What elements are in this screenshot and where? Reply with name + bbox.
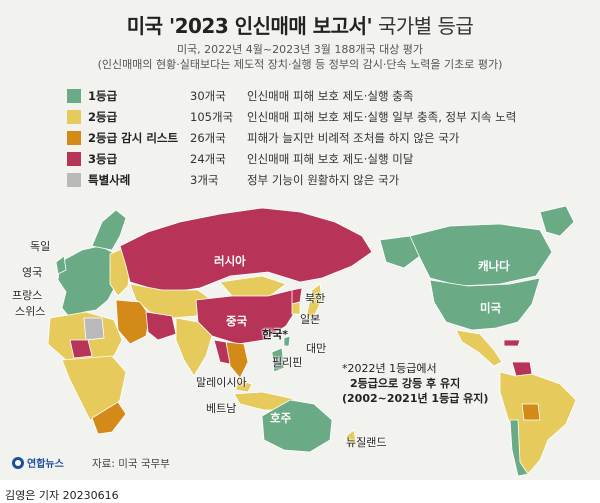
subtitle-line-2: (인신매매의 현황·실태보다는 제도적 장치·실행 등 정부의 감시·단속 노력… xyxy=(97,58,503,71)
legend-row-tier2: 2등급 105개국 인신매매 피해 보호 제도·실행 일부 충족, 정부 지속 … xyxy=(67,107,527,128)
legend-count: 30개국 xyxy=(190,89,226,103)
region-north-africa xyxy=(47,311,123,363)
label-japan: 일본 xyxy=(300,313,321,326)
region-greenland xyxy=(539,205,575,237)
legend-description: 피해가 늘지만 비례적 조처를 하지 않은 국가 xyxy=(247,131,460,145)
world-map xyxy=(47,205,577,477)
label-korea: 한국* xyxy=(262,328,288,341)
label-china: 중국 xyxy=(226,314,248,328)
legend-count: 105개국 xyxy=(190,110,234,124)
korea-footnote: *2022년 1등급에서 2등급으로 강등 후 유지 (2002~2021년 1… xyxy=(342,361,488,406)
yonhap-logo: 연합뉴스 xyxy=(12,455,64,470)
byline: 김영은 기자 20230616 xyxy=(5,489,119,502)
legend-count: 24개국 xyxy=(190,152,226,166)
label-canada: 캐나다 xyxy=(478,259,510,273)
region-bolivia xyxy=(521,403,541,421)
region-taiwan xyxy=(283,335,291,347)
legend-swatch xyxy=(67,152,81,166)
legend-row-tier2-watch: 2등급 감시 리스트 26개국 피해가 늘지만 비례적 조처를 하지 않은 국가 xyxy=(67,128,527,149)
region-canada xyxy=(409,223,553,287)
region-philippines xyxy=(271,347,285,373)
label-vietnam: 베트남 xyxy=(206,402,237,415)
label-uk: 영국 xyxy=(22,266,43,279)
footnote-line-2: 2등급으로 강등 후 유지 xyxy=(350,377,461,390)
label-russia: 러시아 xyxy=(214,254,246,268)
region-australia xyxy=(261,399,333,453)
footnote-line-1: *2022년 1등급에서 xyxy=(342,362,437,375)
yonhap-logo-icon xyxy=(12,456,24,469)
legend-description: 인신매매 피해 보호 제도·실행 일부 충족, 정부 지속 노력 xyxy=(247,110,517,124)
source-text: 자료: 미국 국무부 xyxy=(92,458,170,470)
legend-name: 1등급 xyxy=(88,89,118,103)
legend-row-special: 특별사례 3개국 정부 기능이 원활하지 않은 국가 xyxy=(67,170,527,191)
legend-name: 2등급 감시 리스트 xyxy=(88,131,179,145)
legend-count: 26개국 xyxy=(190,131,226,145)
region-scandinavia xyxy=(91,209,127,251)
label-usa: 미국 xyxy=(480,301,502,315)
legend-count: 3개국 xyxy=(190,173,219,187)
region-malaysia xyxy=(235,379,253,393)
region-japan xyxy=(305,283,323,319)
legend-swatch xyxy=(67,110,81,124)
legend-name: 특별사례 xyxy=(88,173,131,187)
subtitle-line-1: 미국, 2022년 4월~2023년 3월 188개국 대상 평가 xyxy=(176,43,424,56)
region-new-zealand xyxy=(345,429,357,449)
label-taiwan: 대만 xyxy=(306,342,327,355)
region-alaska xyxy=(379,235,421,269)
region-myanmar xyxy=(213,339,231,365)
subtitle: 미국, 2022년 4월~2023년 3월 188개국 대상 평가 (인신매매의… xyxy=(0,42,600,72)
legend-description: 인신매매 피해 보호 제도·실행 미달 xyxy=(247,152,414,166)
legend-name: 2등급 xyxy=(88,110,118,124)
region-central-america xyxy=(455,329,503,367)
label-germany: 독일 xyxy=(30,240,51,253)
region-chile xyxy=(509,419,529,477)
label-switzerland: 스위스 xyxy=(15,305,46,318)
yonhap-logo-text: 연합뉴스 xyxy=(27,459,64,470)
label-australia: 호주 xyxy=(270,411,292,425)
label-france: 프랑스 xyxy=(12,289,43,302)
legend: 1등급 30개국 인신매매 피해 보호 제도·실행 충족 2등급 105개국 인… xyxy=(67,86,527,191)
legend-description: 정부 기능이 원활하지 않은 국가 xyxy=(247,173,400,187)
page-title: 미국 '2023 인신매매 보고서' 국가별 등급 xyxy=(0,10,600,39)
legend-description: 인신매매 피해 보호 제도·실행 충족 xyxy=(247,89,414,103)
legend-row-tier1: 1등급 30개국 인신매매 피해 보호 제도·실행 충족 xyxy=(67,86,527,107)
title-suffix: 국가별 등급 xyxy=(372,14,474,38)
legend-swatch xyxy=(67,89,81,103)
region-north-korea xyxy=(291,287,303,305)
region-mongolia xyxy=(219,275,287,297)
footnote-line-3: (2002~2021년 1등급 유지) xyxy=(342,392,489,405)
title-main: 미국 '2023 인신매매 보고서' xyxy=(126,14,373,38)
region-cuba xyxy=(503,339,521,347)
region-venezuela xyxy=(511,361,533,377)
label-north-korea: 북한 xyxy=(305,292,326,305)
legend-row-tier3: 3등급 24개국 인신매매 피해 보호 제도·실행 미달 xyxy=(67,149,527,170)
region-uk xyxy=(55,255,67,275)
region-iran xyxy=(145,311,177,341)
region-europe xyxy=(57,245,117,319)
region-south-korea xyxy=(291,301,301,315)
region-libya xyxy=(83,317,105,341)
region-india xyxy=(175,317,213,377)
label-new-zealand: 뉴질랜드 xyxy=(346,436,387,449)
region-usa xyxy=(429,277,541,331)
label-malaysia: 말레이시아 xyxy=(196,376,247,389)
region-sahel xyxy=(69,339,93,359)
region-southern-africa xyxy=(91,401,127,435)
legend-swatch xyxy=(67,131,81,145)
legend-swatch xyxy=(67,173,81,187)
label-philippines: 필리핀 xyxy=(272,356,303,369)
legend-name: 3등급 xyxy=(88,152,118,166)
